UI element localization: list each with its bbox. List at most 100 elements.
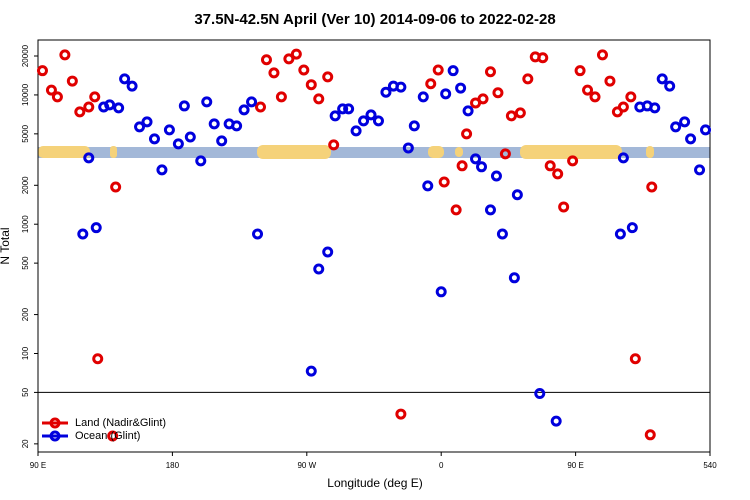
x-tick-label: 90 W [297,461,316,470]
land-band [646,146,654,158]
point [66,75,78,87]
point [350,125,362,137]
point [582,84,594,96]
point [490,170,502,182]
point [92,353,104,365]
point [255,101,267,113]
legend-label: Land (Nadir&Glint) [75,417,166,429]
point [664,80,676,92]
point [617,152,629,164]
point [45,84,57,96]
point [89,91,101,103]
point [156,164,168,176]
point [604,75,616,87]
point [172,138,184,150]
point [476,161,488,173]
point [550,415,562,427]
point [107,430,119,442]
point [435,286,447,298]
point [537,52,549,64]
point [496,228,508,240]
point [438,176,450,188]
point [208,118,220,130]
point [365,109,377,121]
legend-marker [49,417,61,429]
y-tick-label: 2000 [21,176,30,194]
point [505,110,517,122]
point [322,71,334,83]
land-ocean-strip [38,145,710,159]
y-tick-label: 20000 [21,44,30,67]
x-axis-label: Longitude (deg E) [327,476,422,490]
point [113,102,125,114]
point [614,228,626,240]
point [432,64,444,76]
plot-frame [37,39,711,453]
point [567,155,579,167]
point [83,101,95,113]
point [252,228,264,240]
point [343,103,355,115]
point [104,99,116,111]
x-tick-label: 90 E [567,461,583,470]
point [534,388,546,400]
point [470,153,482,165]
point [425,78,437,90]
land-band [455,147,463,157]
land-band [38,146,90,158]
point [77,228,89,240]
land-band [520,145,622,159]
point [337,103,349,115]
point [574,65,586,77]
y-tick-label: 100 [21,346,30,360]
point [231,120,243,132]
point [329,110,341,122]
point [589,91,601,103]
point [522,73,534,85]
point [36,65,48,77]
point [163,124,175,136]
x-tick-label: 0 [439,461,444,470]
point [514,107,526,119]
y-tick-label: 1000 [21,215,30,233]
x-tick-label: 540 [703,461,717,470]
point [83,152,95,164]
y-tick-label: 5000 [21,124,30,142]
point [417,91,429,103]
point [90,222,102,234]
point [649,102,661,114]
point [694,164,706,176]
point [195,155,207,167]
point [216,135,228,147]
point [119,73,131,85]
point [298,64,310,76]
point [440,88,452,100]
y-axis-label: N Total [0,227,12,264]
point [380,86,392,98]
point [238,104,250,116]
point [402,142,414,154]
point [629,353,641,365]
point [395,408,407,420]
point [484,204,496,216]
ocean-band [38,147,710,158]
point [178,100,190,112]
point [461,128,473,140]
point [700,124,712,136]
point [313,93,325,105]
point [313,263,325,275]
land-band [257,145,331,159]
point [492,87,504,99]
point [558,201,570,213]
land-band [428,146,444,158]
point [328,139,340,151]
point [126,80,138,92]
point [625,91,637,103]
point [268,67,280,79]
point [656,73,668,85]
point [685,133,697,145]
point [617,101,629,113]
point [462,105,474,117]
point [552,168,564,180]
